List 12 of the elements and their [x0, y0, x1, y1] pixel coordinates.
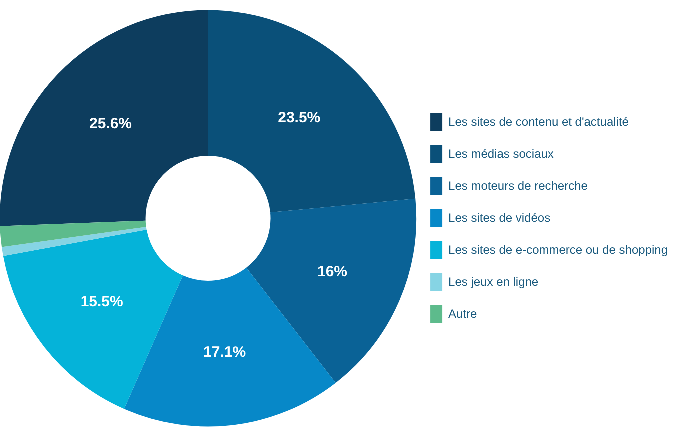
legend-label: Les sites de contenu et d'actualité [448, 114, 630, 129]
legend-label: Les moteurs de recherche [448, 178, 588, 193]
data-label: 16% [318, 263, 348, 280]
data-label: 15.5% [80, 294, 124, 311]
legend-label: Les sites de vidéos [448, 210, 551, 225]
data-label: 25.6% [89, 116, 132, 133]
legend-label: Les jeux en ligne [448, 274, 539, 289]
data-label: 23.5% [278, 110, 321, 127]
legend-label: Autre [448, 306, 478, 321]
legend-label: Les médias sociaux [448, 146, 554, 161]
data-label: 17.1% [204, 344, 246, 361]
legend-label: Les sites de e-commerce ou de shopping [448, 242, 668, 257]
